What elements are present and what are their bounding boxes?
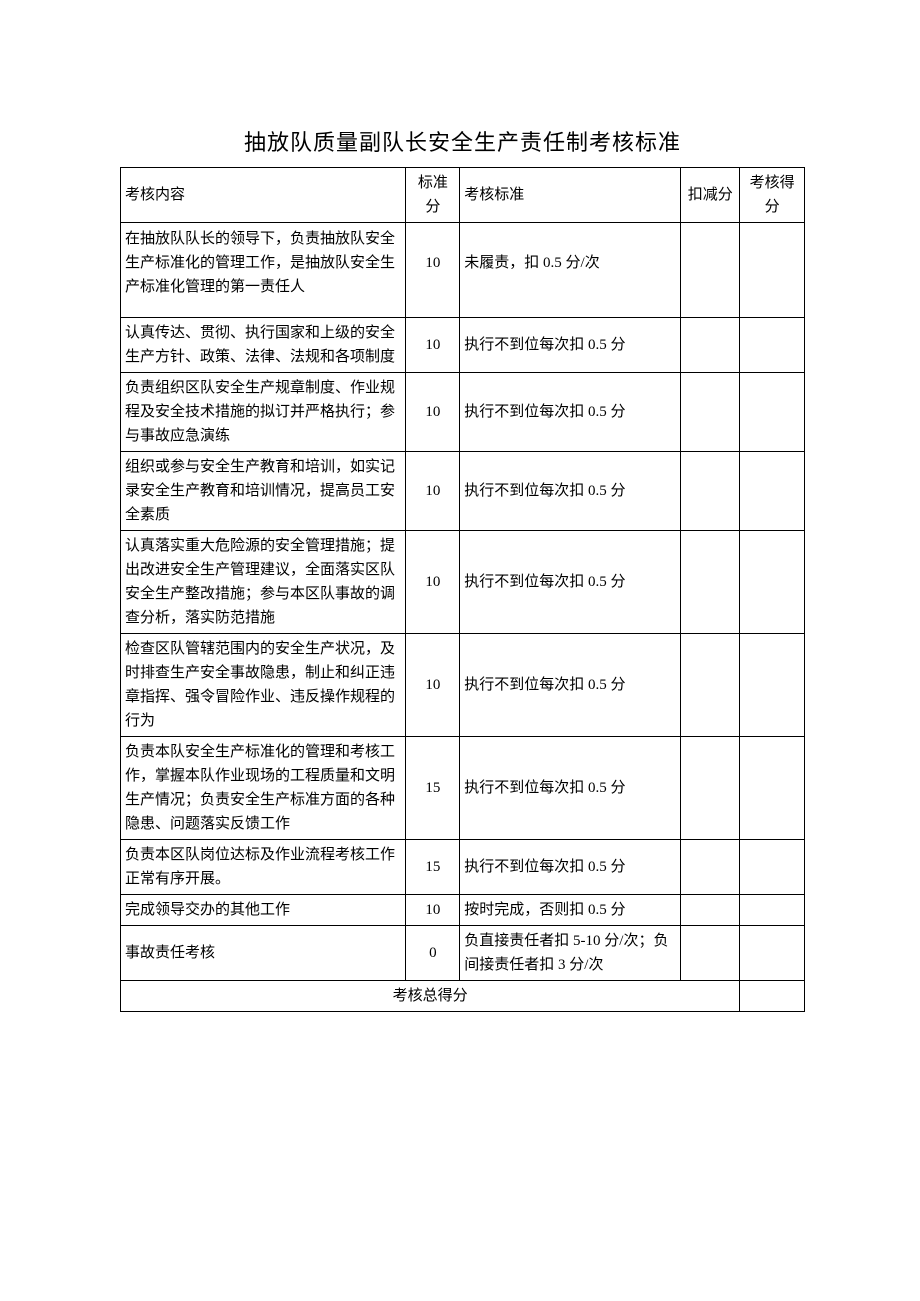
table-row: 事故责任考核 0 负直接责任者扣 5-10 分/次；负间接责任者扣 3 分/次 <box>121 926 805 981</box>
cell-result <box>740 531 805 634</box>
cell-score: 10 <box>406 373 460 452</box>
cell-deduct <box>681 452 740 531</box>
cell-score: 10 <box>406 895 460 926</box>
cell-standard: 执行不到位每次扣 0.5 分 <box>460 318 681 373</box>
cell-content: 负责组织区队安全生产规章制度、作业规程及安全技术措施的拟订并严格执行；参与事故应… <box>121 373 406 452</box>
header-deduct: 扣减分 <box>681 168 740 223</box>
cell-score: 10 <box>406 452 460 531</box>
cell-content: 认真落实重大危险源的安全管理措施；提出改进安全生产管理建议，全面落实区队安全生产… <box>121 531 406 634</box>
cell-deduct <box>681 223 740 318</box>
cell-content: 认真传达、贯彻、执行国家和上级的安全生产方针、政策、法律、法规和各项制度 <box>121 318 406 373</box>
cell-deduct <box>681 926 740 981</box>
cell-content: 负责本区队岗位达标及作业流程考核工作正常有序开展。 <box>121 840 406 895</box>
cell-score: 15 <box>406 840 460 895</box>
cell-result <box>740 634 805 737</box>
cell-result <box>740 452 805 531</box>
cell-standard: 执行不到位每次扣 0.5 分 <box>460 634 681 737</box>
table-row: 在抽放队队长的领导下，负责抽放队安全生产标准化的管理工作，是抽放队安全生产标准化… <box>121 223 805 318</box>
table-row: 完成领导交办的其他工作 10 按时完成，否则扣 0.5 分 <box>121 895 805 926</box>
cell-content: 事故责任考核 <box>121 926 406 981</box>
cell-score: 15 <box>406 737 460 840</box>
assessment-table: 考核内容 标准分 考核标准 扣减分 考核得分 在抽放队队长的领导下，负责抽放队安… <box>120 167 805 1012</box>
cell-result <box>740 223 805 318</box>
header-score: 标准分 <box>406 168 460 223</box>
cell-standard: 执行不到位每次扣 0.5 分 <box>460 840 681 895</box>
cell-content: 负责本队安全生产标准化的管理和考核工作，掌握本队作业现场的工程质量和文明生产情况… <box>121 737 406 840</box>
cell-content: 在抽放队队长的领导下，负责抽放队安全生产标准化的管理工作，是抽放队安全生产标准化… <box>121 223 406 318</box>
cell-score: 0 <box>406 926 460 981</box>
cell-standard: 负直接责任者扣 5-10 分/次；负间接责任者扣 3 分/次 <box>460 926 681 981</box>
cell-standard: 执行不到位每次扣 0.5 分 <box>460 531 681 634</box>
cell-result <box>740 926 805 981</box>
table-row: 认真落实重大危险源的安全管理措施；提出改进安全生产管理建议，全面落实区队安全生产… <box>121 531 805 634</box>
header-content: 考核内容 <box>121 168 406 223</box>
cell-standard: 按时完成，否则扣 0.5 分 <box>460 895 681 926</box>
header-result: 考核得分 <box>740 168 805 223</box>
footer-label: 考核总得分 <box>121 981 740 1012</box>
cell-result <box>740 318 805 373</box>
cell-content: 检查区队管辖范围内的安全生产状况，及时排查生产安全事故隐患，制止和纠正违章指挥、… <box>121 634 406 737</box>
table-row: 负责本队安全生产标准化的管理和考核工作，掌握本队作业现场的工程质量和文明生产情况… <box>121 737 805 840</box>
cell-deduct <box>681 531 740 634</box>
table-row: 组织或参与安全生产教育和培训，如实记录安全生产教育和培训情况，提高员工安全素质 … <box>121 452 805 531</box>
cell-deduct <box>681 895 740 926</box>
cell-score: 10 <box>406 634 460 737</box>
cell-deduct <box>681 634 740 737</box>
cell-score: 10 <box>406 318 460 373</box>
cell-deduct <box>681 373 740 452</box>
cell-standard: 执行不到位每次扣 0.5 分 <box>460 373 681 452</box>
table-row: 负责组织区队安全生产规章制度、作业规程及安全技术措施的拟订并严格执行；参与事故应… <box>121 373 805 452</box>
cell-result <box>740 737 805 840</box>
cell-deduct <box>681 840 740 895</box>
cell-standard: 执行不到位每次扣 0.5 分 <box>460 737 681 840</box>
footer-value <box>740 981 805 1012</box>
cell-result <box>740 895 805 926</box>
cell-deduct <box>681 318 740 373</box>
cell-score: 10 <box>406 531 460 634</box>
cell-deduct <box>681 737 740 840</box>
cell-standard: 执行不到位每次扣 0.5 分 <box>460 452 681 531</box>
cell-standard: 未履责，扣 0.5 分/次 <box>460 223 681 318</box>
table-header-row: 考核内容 标准分 考核标准 扣减分 考核得分 <box>121 168 805 223</box>
table-row: 认真传达、贯彻、执行国家和上级的安全生产方针、政策、法律、法规和各项制度 10 … <box>121 318 805 373</box>
cell-score: 10 <box>406 223 460 318</box>
table-row: 负责本区队岗位达标及作业流程考核工作正常有序开展。 15 执行不到位每次扣 0.… <box>121 840 805 895</box>
cell-result <box>740 840 805 895</box>
table-footer-row: 考核总得分 <box>121 981 805 1012</box>
cell-result <box>740 373 805 452</box>
cell-content: 完成领导交办的其他工作 <box>121 895 406 926</box>
document-title: 抽放队质量副队长安全生产责任制考核标准 <box>120 125 805 157</box>
cell-content: 组织或参与安全生产教育和培训，如实记录安全生产教育和培训情况，提高员工安全素质 <box>121 452 406 531</box>
header-standard: 考核标准 <box>460 168 681 223</box>
table-row: 检查区队管辖范围内的安全生产状况，及时排查生产安全事故隐患，制止和纠正违章指挥、… <box>121 634 805 737</box>
